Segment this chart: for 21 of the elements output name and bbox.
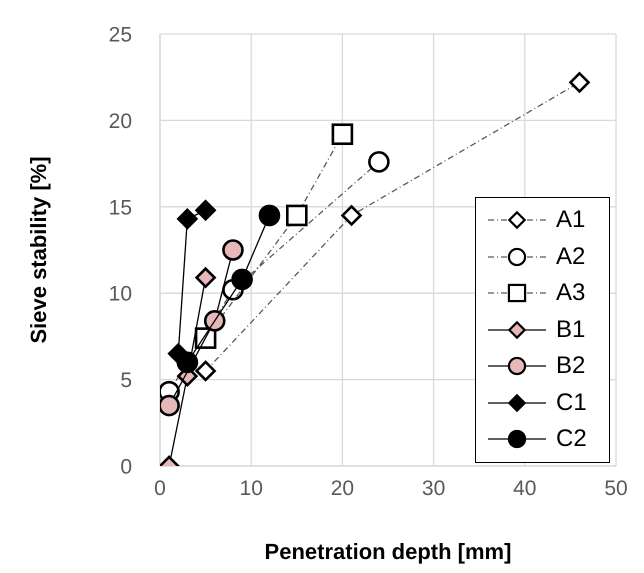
x-tick-label: 20	[330, 476, 354, 500]
legend-label: B2	[556, 352, 586, 380]
legend-label: B1	[556, 316, 586, 344]
x-tick-label: 40	[513, 476, 536, 500]
x-tick-label: 30	[422, 476, 446, 500]
y-tick-label: 5	[120, 369, 132, 392]
x-tick-label: 10	[240, 476, 263, 500]
y-tick-label: 0	[120, 455, 132, 478]
legend-label: A2	[556, 242, 586, 271]
legend-label: C2	[556, 425, 587, 454]
y-tick-label: 20	[108, 110, 132, 133]
legend-label: A3	[556, 279, 586, 308]
x-tick-label: 0	[154, 476, 166, 500]
x-tick-label: 50	[604, 476, 628, 500]
y-axis-title: Sieve stability [%]	[26, 156, 51, 344]
x-axis-title: Penetration depth [mm]	[264, 539, 512, 564]
legend-label: C1	[556, 388, 587, 417]
y-tick-label: 15	[108, 196, 132, 220]
legend-label: A1	[556, 206, 586, 234]
y-tick-label: 10	[108, 282, 132, 306]
y-tick-label: 25	[108, 23, 132, 46]
